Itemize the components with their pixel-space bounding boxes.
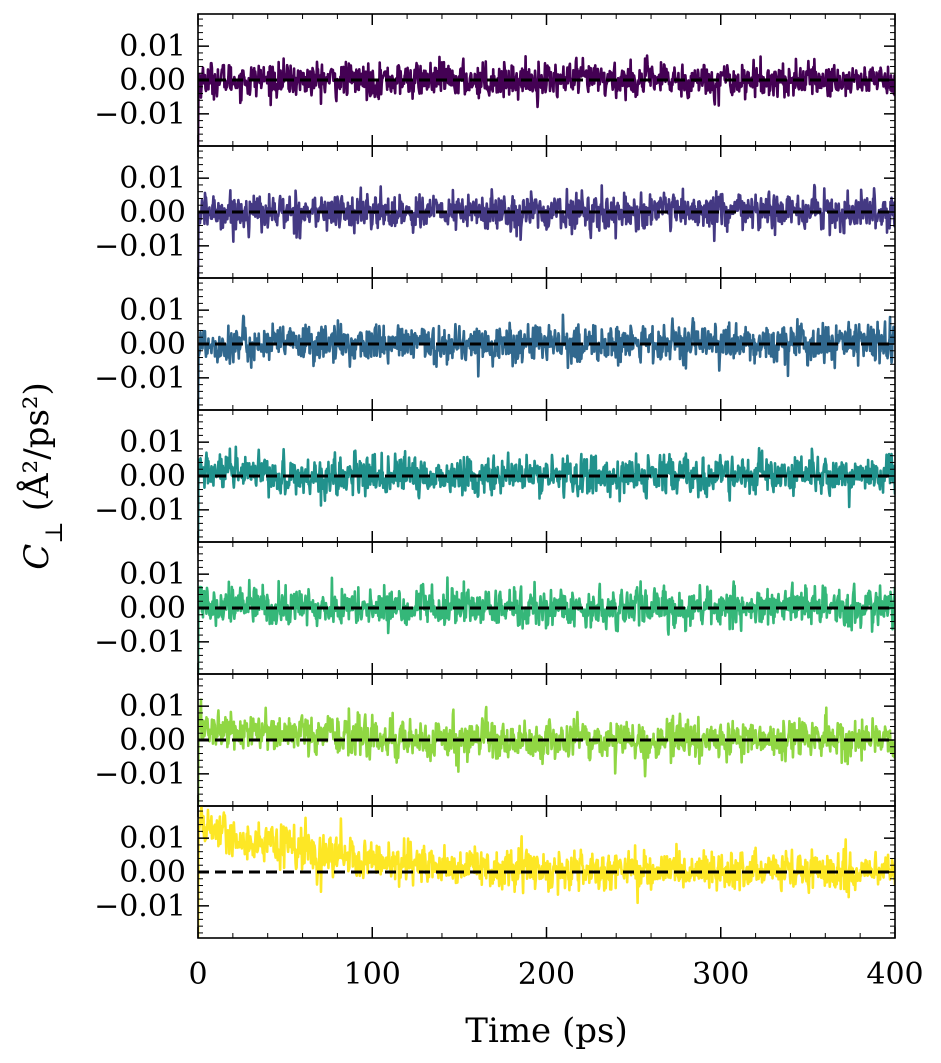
- y-label-symbol: C: [17, 544, 57, 570]
- y-tick-label: 0.01: [119, 425, 186, 460]
- panel-5: −0.010.000.01: [94, 541, 896, 675]
- panels-layer: −0.010.000.01−0.010.000.01−0.010.000.01−…: [94, 13, 896, 939]
- y-tick-label: −0.01: [94, 625, 186, 660]
- x-axis-label: Time (ps): [465, 1011, 627, 1051]
- series-line-3: [198, 313, 895, 410]
- series-line-4: [198, 445, 895, 542]
- y-label-subscript: ⊥: [40, 521, 68, 544]
- y-label-unit: (Å²/ps²): [16, 382, 57, 511]
- y-tick-label: 0.00: [119, 723, 186, 758]
- y-tick-label: −0.01: [94, 97, 186, 132]
- x-tick-label: 100: [344, 957, 401, 992]
- x-tick-label: 300: [692, 957, 749, 992]
- y-tick-label: 0.01: [119, 293, 186, 328]
- panel-6: −0.010.000.01: [94, 673, 896, 807]
- y-tick-label: −0.01: [94, 757, 186, 792]
- x-axis: 0 100 200 300 400: [188, 957, 923, 992]
- series-line-1: [198, 54, 895, 146]
- y-tick-label: −0.01: [94, 229, 186, 264]
- series-line-2: [198, 183, 895, 278]
- y-tick-label: 0.00: [119, 459, 186, 494]
- y-tick-label: 0.01: [119, 161, 186, 196]
- x-tick-label: 400: [866, 957, 923, 992]
- series-line-6: [198, 698, 895, 806]
- y-axis-label: C⊥ (Å²/ps²): [16, 382, 68, 570]
- y-tick-label: −0.01: [94, 493, 186, 528]
- panel-2: −0.010.000.01: [94, 145, 896, 279]
- y-tick-label: 0.00: [119, 195, 186, 230]
- y-tick-label: 0.01: [119, 557, 186, 592]
- series-line-5: [198, 576, 895, 674]
- y-tick-label: 0.00: [119, 855, 186, 890]
- panel-7: −0.010.000.01: [94, 805, 896, 939]
- series-line-7: [198, 806, 895, 938]
- x-tick-label: 0: [188, 957, 207, 992]
- panel-3: −0.010.000.01: [94, 277, 896, 411]
- y-tick-label: 0.01: [119, 689, 186, 724]
- y-tick-label: 0.00: [119, 591, 186, 626]
- panel-4: −0.010.000.01: [94, 409, 896, 543]
- y-tick-label: 0.00: [119, 327, 186, 362]
- panel-1: −0.010.000.01: [94, 13, 896, 147]
- x-tick-label: 200: [518, 957, 575, 992]
- y-tick-label: −0.01: [94, 889, 186, 924]
- y-tick-label: −0.01: [94, 361, 186, 396]
- y-tick-label: 0.00: [119, 63, 186, 98]
- y-tick-label: 0.01: [119, 29, 186, 64]
- y-tick-label: 0.01: [119, 821, 186, 856]
